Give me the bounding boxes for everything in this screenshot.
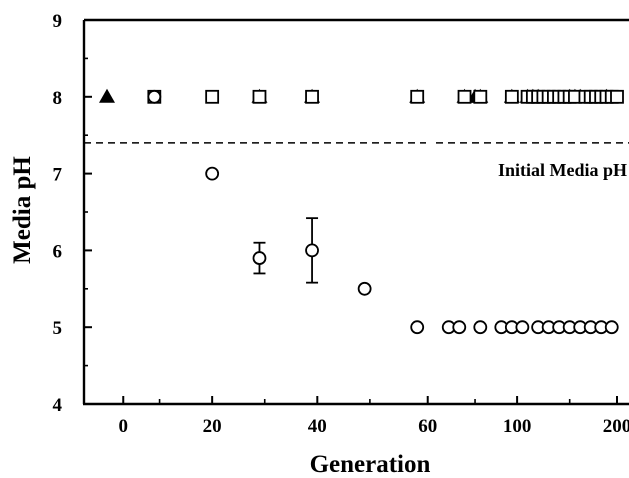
y-axis-title: Media pH	[9, 156, 36, 264]
y-tick-label: 5	[53, 318, 63, 339]
y-tick-labels: 4 5 6 7 8 9	[53, 11, 63, 416]
circle-marker	[206, 168, 218, 180]
y-tick-label: 9	[53, 11, 63, 32]
x-tick-label: 40	[308, 416, 327, 437]
circle-marker	[148, 91, 160, 103]
circle-marker	[253, 252, 265, 264]
x-tick-label: 60	[418, 416, 437, 437]
circle-marker	[516, 321, 528, 333]
x-tick-label: 200	[603, 416, 629, 437]
x-tick-label: 20	[203, 416, 222, 437]
square-marker	[611, 91, 623, 103]
circle-marker	[606, 321, 618, 333]
square-marker	[411, 91, 423, 103]
circle-marker	[474, 321, 486, 333]
x-tick-labels: 0 20 40 60 100 200	[119, 416, 629, 437]
x-axis-title: Generation	[310, 451, 431, 478]
square-marker	[206, 91, 218, 103]
circle-marker	[359, 283, 371, 295]
square-marker	[459, 91, 471, 103]
square-marker	[253, 91, 265, 103]
data-marks	[99, 89, 623, 333]
square-marker	[474, 91, 486, 103]
square-marker	[506, 91, 518, 103]
triangle-marker	[99, 89, 115, 103]
square-marker	[306, 91, 318, 103]
y-tick-label: 6	[53, 241, 63, 262]
x-tick-label: 100	[503, 416, 532, 437]
circle-marker	[306, 244, 318, 256]
reference-line-label: Initial Media pH	[498, 160, 627, 180]
x-tick-label: 0	[119, 416, 129, 437]
circle-marker	[453, 321, 465, 333]
circle-marker	[411, 321, 423, 333]
axes	[83, 20, 629, 404]
y-tick-label: 4	[53, 395, 63, 416]
y-tick-label: 7	[53, 165, 63, 186]
y-tick-label: 8	[53, 88, 63, 109]
